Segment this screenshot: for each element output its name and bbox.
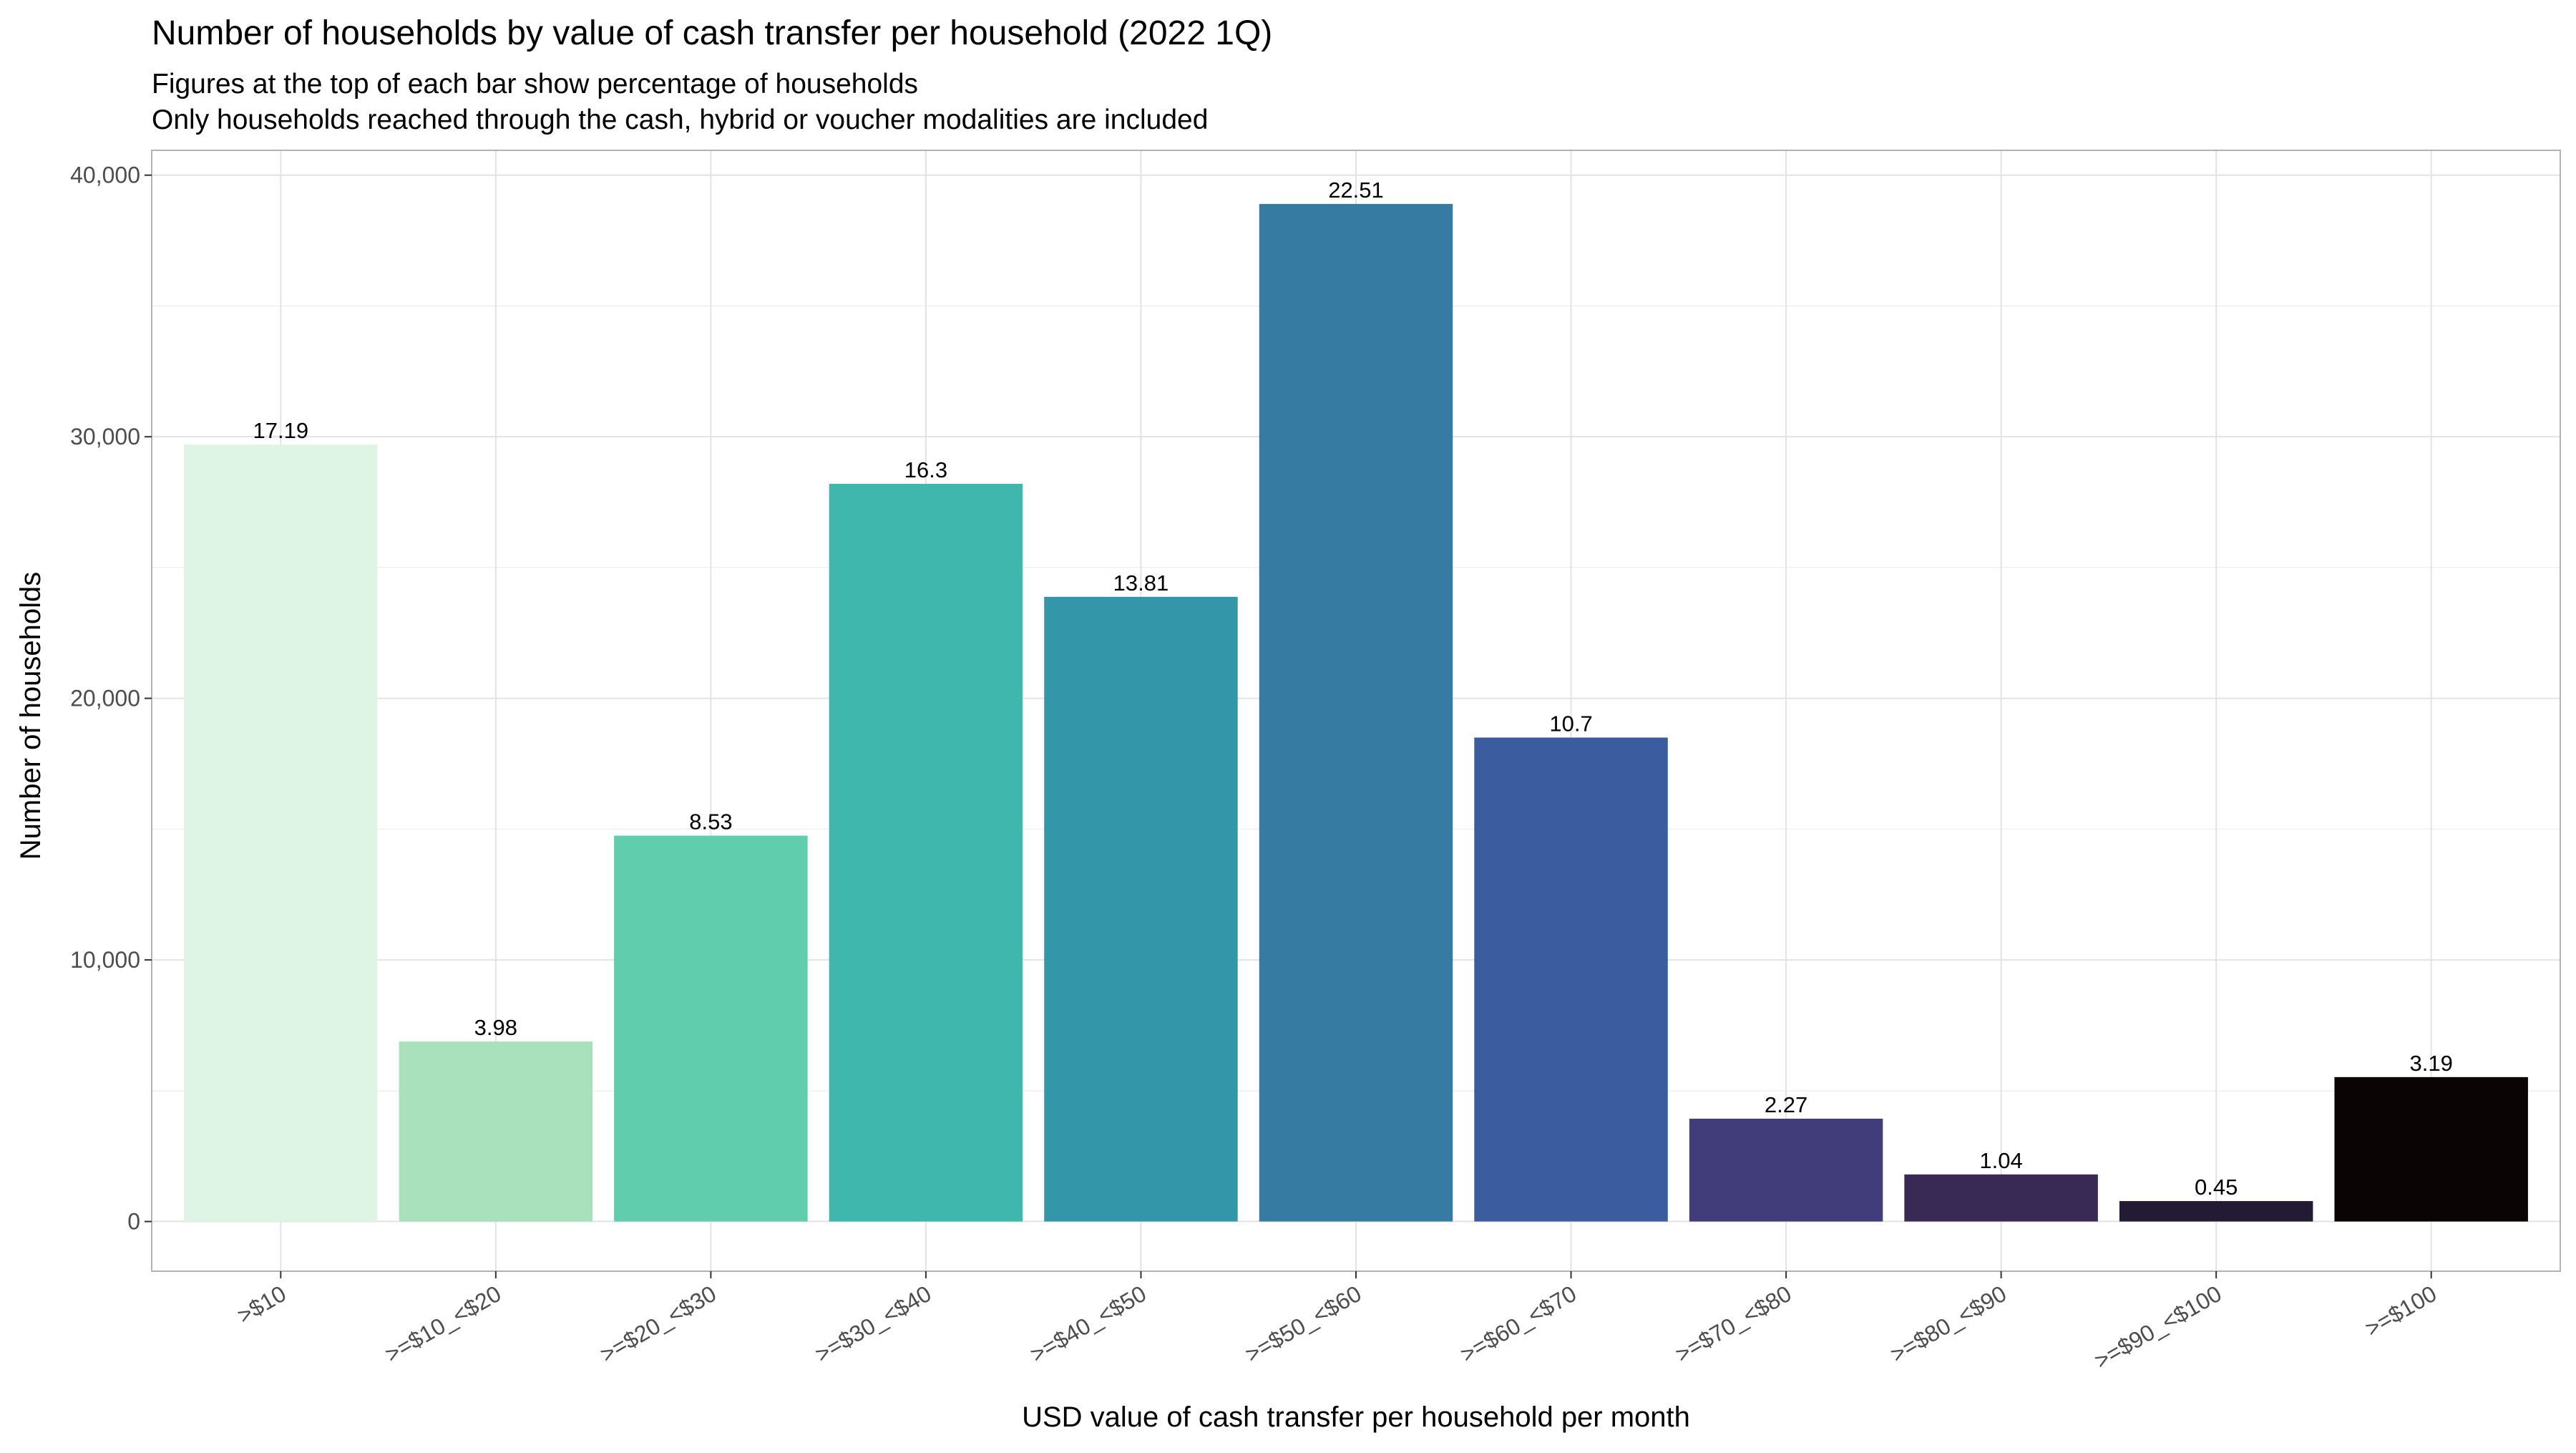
bar (1044, 596, 1238, 1222)
chart-subtitle-line-2: Only households reached through the cash… (152, 105, 1208, 135)
bar-data-label: 1.04 (1979, 1148, 2022, 1173)
bar-data-label: 22.51 (1328, 178, 1384, 203)
chart-title: Number of households by value of cash tr… (152, 14, 1272, 52)
data-labels-layer: 17.19 3.98 8.53 16.3 13.81 22.51 10.7 2.27 1.04 0… (253, 178, 2453, 1200)
y-tick-label: 10,000 (70, 947, 140, 973)
y-axis-title: Number of households (15, 572, 47, 860)
y-tick-label: 40,000 (70, 162, 140, 188)
bar (1474, 737, 1668, 1222)
bar-data-label: 8.53 (689, 810, 732, 835)
bar-data-label: 10.7 (1549, 711, 1592, 736)
bar (2119, 1201, 2313, 1222)
bar (1689, 1118, 1883, 1222)
bar (829, 483, 1023, 1222)
bars-layer (184, 203, 2528, 1222)
bar (399, 1041, 593, 1222)
bar-data-label: 17.19 (253, 418, 309, 443)
bar (614, 835, 808, 1222)
y-tick-label: 30,000 (70, 424, 140, 449)
bar-data-label: 3.19 (2410, 1051, 2453, 1076)
x-axis-title: USD value of cash transfer per household… (1022, 1401, 1690, 1433)
bar-data-label: 3.98 (474, 1015, 517, 1040)
chart-subtitle-line-1: Figures at the top of each bar show perc… (152, 69, 918, 99)
bar-data-label: 2.27 (1765, 1092, 1807, 1117)
y-axis: 0 10,000 20,000 30,000 40,000 (70, 162, 152, 1235)
bar (2334, 1077, 2528, 1222)
bar-data-label: 13.81 (1113, 570, 1169, 596)
y-tick-label: 0 (127, 1209, 140, 1235)
y-tick-label: 20,000 (70, 686, 140, 711)
bar-data-label: 0.45 (2195, 1175, 2238, 1200)
bar (1904, 1174, 2098, 1222)
bar (1259, 203, 1453, 1222)
bar-data-label: 16.3 (904, 457, 947, 482)
bar (184, 444, 378, 1222)
